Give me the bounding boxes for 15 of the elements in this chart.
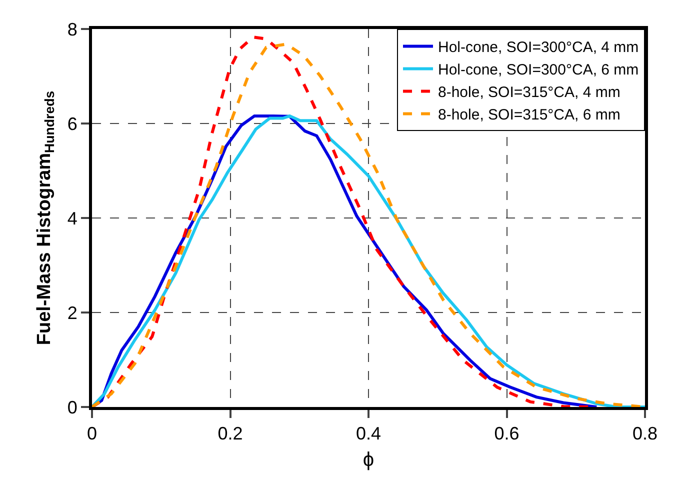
y-tick-label: 0 xyxy=(67,397,78,418)
y-tick-label: 4 xyxy=(67,208,78,228)
y-tick-label: 6 xyxy=(67,114,78,134)
x-tick-label: 0.6 xyxy=(494,424,520,444)
legend-label: 8-hole, SOI=315°CA, 6 mm xyxy=(438,106,620,124)
y-tick-label: 2 xyxy=(67,302,78,323)
x-axis-title: ϕ xyxy=(362,449,374,472)
legend-label: 8-hole, SOI=315°CA, 4 mm xyxy=(438,84,620,102)
x-tick-label: 0 xyxy=(86,424,98,444)
y-tick-label: 8 xyxy=(67,19,78,40)
x-tick-label: 0.2 xyxy=(218,424,243,444)
legend-label: Hol-cone, SOI=300°CA, 4 mm xyxy=(438,39,639,56)
legend-label: Hol-cone, SOI=300°CA, 6 mm xyxy=(438,62,639,79)
x-tick-label: 0.8 xyxy=(632,424,658,444)
x-tick-label: 0.4 xyxy=(356,424,382,444)
